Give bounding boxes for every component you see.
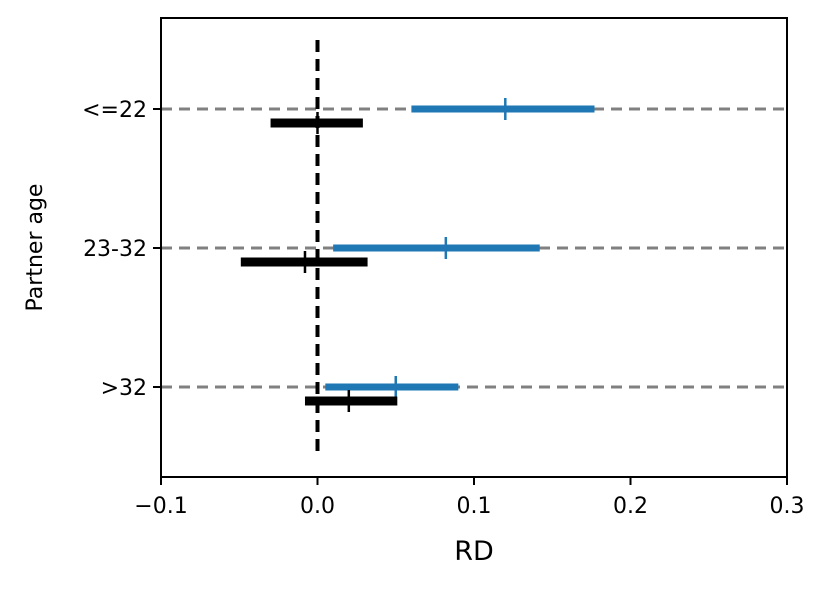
x-axis-label: RD: [454, 536, 494, 567]
x-axis-ticks: −0.1 0.0 0.1 0.2 0.3: [134, 477, 805, 519]
x-tick-label-0: −0.1: [134, 494, 187, 519]
x-tick-label-3: 0.2: [613, 494, 648, 519]
y-tick-label-0: <=22: [82, 98, 147, 123]
x-tick-label-1: 0.0: [300, 494, 335, 519]
y-tick-label-1: 23-32: [83, 237, 147, 262]
x-tick-label-4: 0.3: [770, 494, 805, 519]
y-tick-label-2: >32: [101, 376, 147, 401]
estimate-marks: [240, 98, 595, 412]
x-tick-label-2: 0.1: [457, 494, 492, 519]
y-axis-label: Partner age: [23, 184, 48, 312]
y-axis-ticks: <=22 23-32 >32: [82, 98, 161, 401]
